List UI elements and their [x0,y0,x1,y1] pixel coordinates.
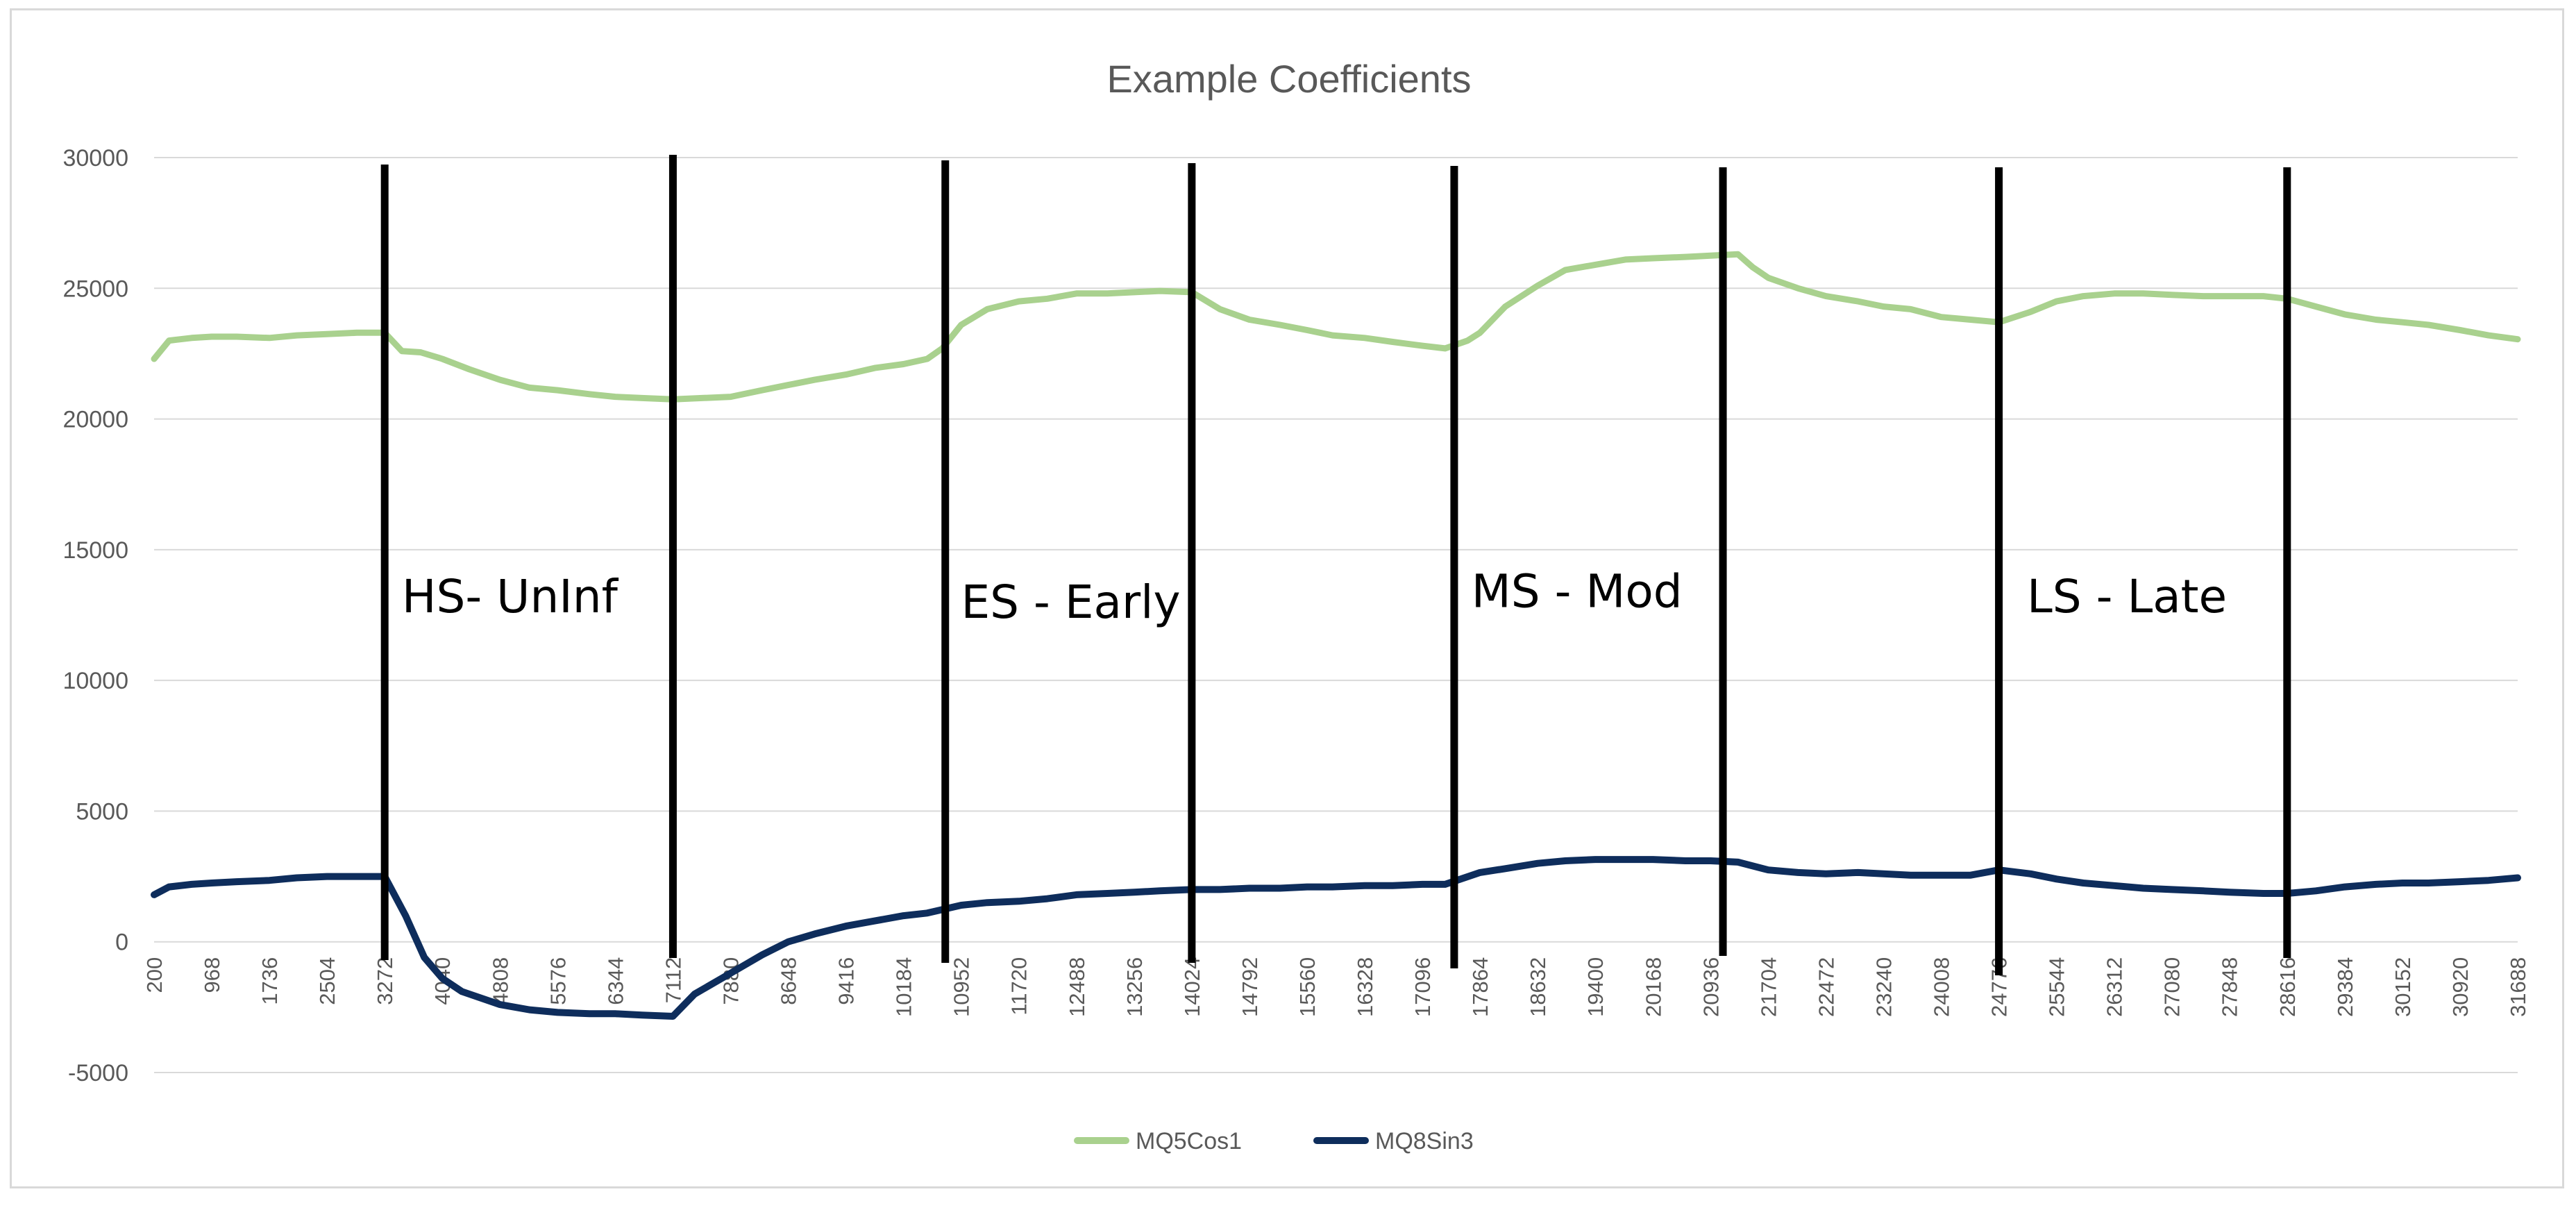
x-tick-label: 10952 [950,957,974,1017]
x-tick-label: 13256 [1122,957,1147,1017]
y-axis-ticks: 30000 25000 20000 15000 10000 5000 0 -5000 [62,145,128,1086]
y-tick-label: 30000 [62,145,128,171]
x-tick-label: 29384 [2333,957,2357,1017]
x-tick-label: 14792 [1238,957,1262,1017]
series-line-mq5cos1 [151,251,2521,403]
chart-frame: Example Coefficients 30000 25000 20000 1500… [10,8,2564,1188]
region-dividers [380,155,2291,975]
x-tick-label: 200 [142,957,167,993]
y-tick-label: -5000 [68,1060,128,1086]
x-tick-label: 28616 [2275,957,2300,1017]
legend-label-mq8sin3: MQ8Sin3 [1375,1128,1474,1154]
x-tick-label: 3272 [373,957,397,1005]
x-tick-label: 25544 [2045,957,2069,1017]
series-line-mq8sin3 [151,856,2521,1020]
region-label: LS - Late [2027,570,2227,623]
x-tick-label: 2504 [315,957,339,1005]
y-tick-label: 15000 [62,537,128,564]
x-tick-label: 23240 [1871,957,1896,1017]
x-axis-ticks: 200 968 1736 2504 3272 4040 4808 5576 6344 7112 78… [142,957,2530,1017]
y-tick-label: 0 [115,930,128,956]
x-tick-label: 11720 [1007,957,1032,1016]
x-tick-label: 20168 [1641,957,1665,1017]
x-tick-label: 31688 [2506,957,2530,1017]
x-tick-label: 20936 [1699,957,1723,1017]
line-chart: Example Coefficients 30000 25000 20000 1500… [62,57,2530,1154]
x-tick-label: 24008 [1930,957,1954,1017]
x-tick-label: 26312 [2103,957,2127,1017]
x-tick-label: 17096 [1411,957,1435,1017]
legend-label-mq5cos1: MQ5Cos1 [1136,1128,1242,1154]
y-tick-label: 5000 [76,798,128,825]
x-tick-label: 8648 [777,957,801,1005]
x-tick-label: 6344 [603,957,628,1005]
region-label: HS- UnInf [402,570,619,623]
region-annotations: HS- UnInf ES - Early MS - Mod LS - Late [402,565,2227,629]
x-tick-label: 27080 [2160,957,2184,1017]
region-label: ES - Early [961,575,1180,629]
grid-layer [154,157,2518,1073]
x-tick-label: 16328 [1353,957,1377,1017]
x-tick-label: 10184 [892,957,916,1017]
series-layer [151,251,2521,1020]
x-tick-label: 15560 [1295,957,1320,1017]
x-tick-label: 14024 [1180,957,1204,1017]
x-tick-label: 4808 [488,957,512,1005]
x-tick-label: 27848 [2218,957,2242,1017]
chart-title: Example Coefficients [1107,57,1472,101]
x-tick-label: 12488 [1065,957,1089,1017]
x-tick-label: 7112 [661,957,685,1004]
x-tick-label: 21704 [1756,957,1781,1017]
x-tick-label: 9416 [834,957,859,1005]
x-tick-label: 968 [200,957,224,993]
x-tick-label: 19400 [1583,957,1608,1017]
legend: MQ5Cos1 MQ8Sin3 [1074,1128,1474,1154]
x-tick-label: 30152 [2391,957,2415,1017]
y-tick-label: 25000 [62,276,128,302]
y-tick-label: 10000 [62,668,128,694]
y-tick-label: 20000 [62,407,128,433]
x-tick-label: 1736 [258,957,282,1005]
x-tick-label: 18632 [1526,957,1550,1017]
x-tick-label: 5576 [546,957,570,1005]
region-label: MS - Mod [1472,565,1683,619]
x-tick-label: 17864 [1468,957,1492,1017]
x-tick-label: 22472 [1814,957,1838,1017]
x-tick-label: 30920 [2448,957,2473,1017]
